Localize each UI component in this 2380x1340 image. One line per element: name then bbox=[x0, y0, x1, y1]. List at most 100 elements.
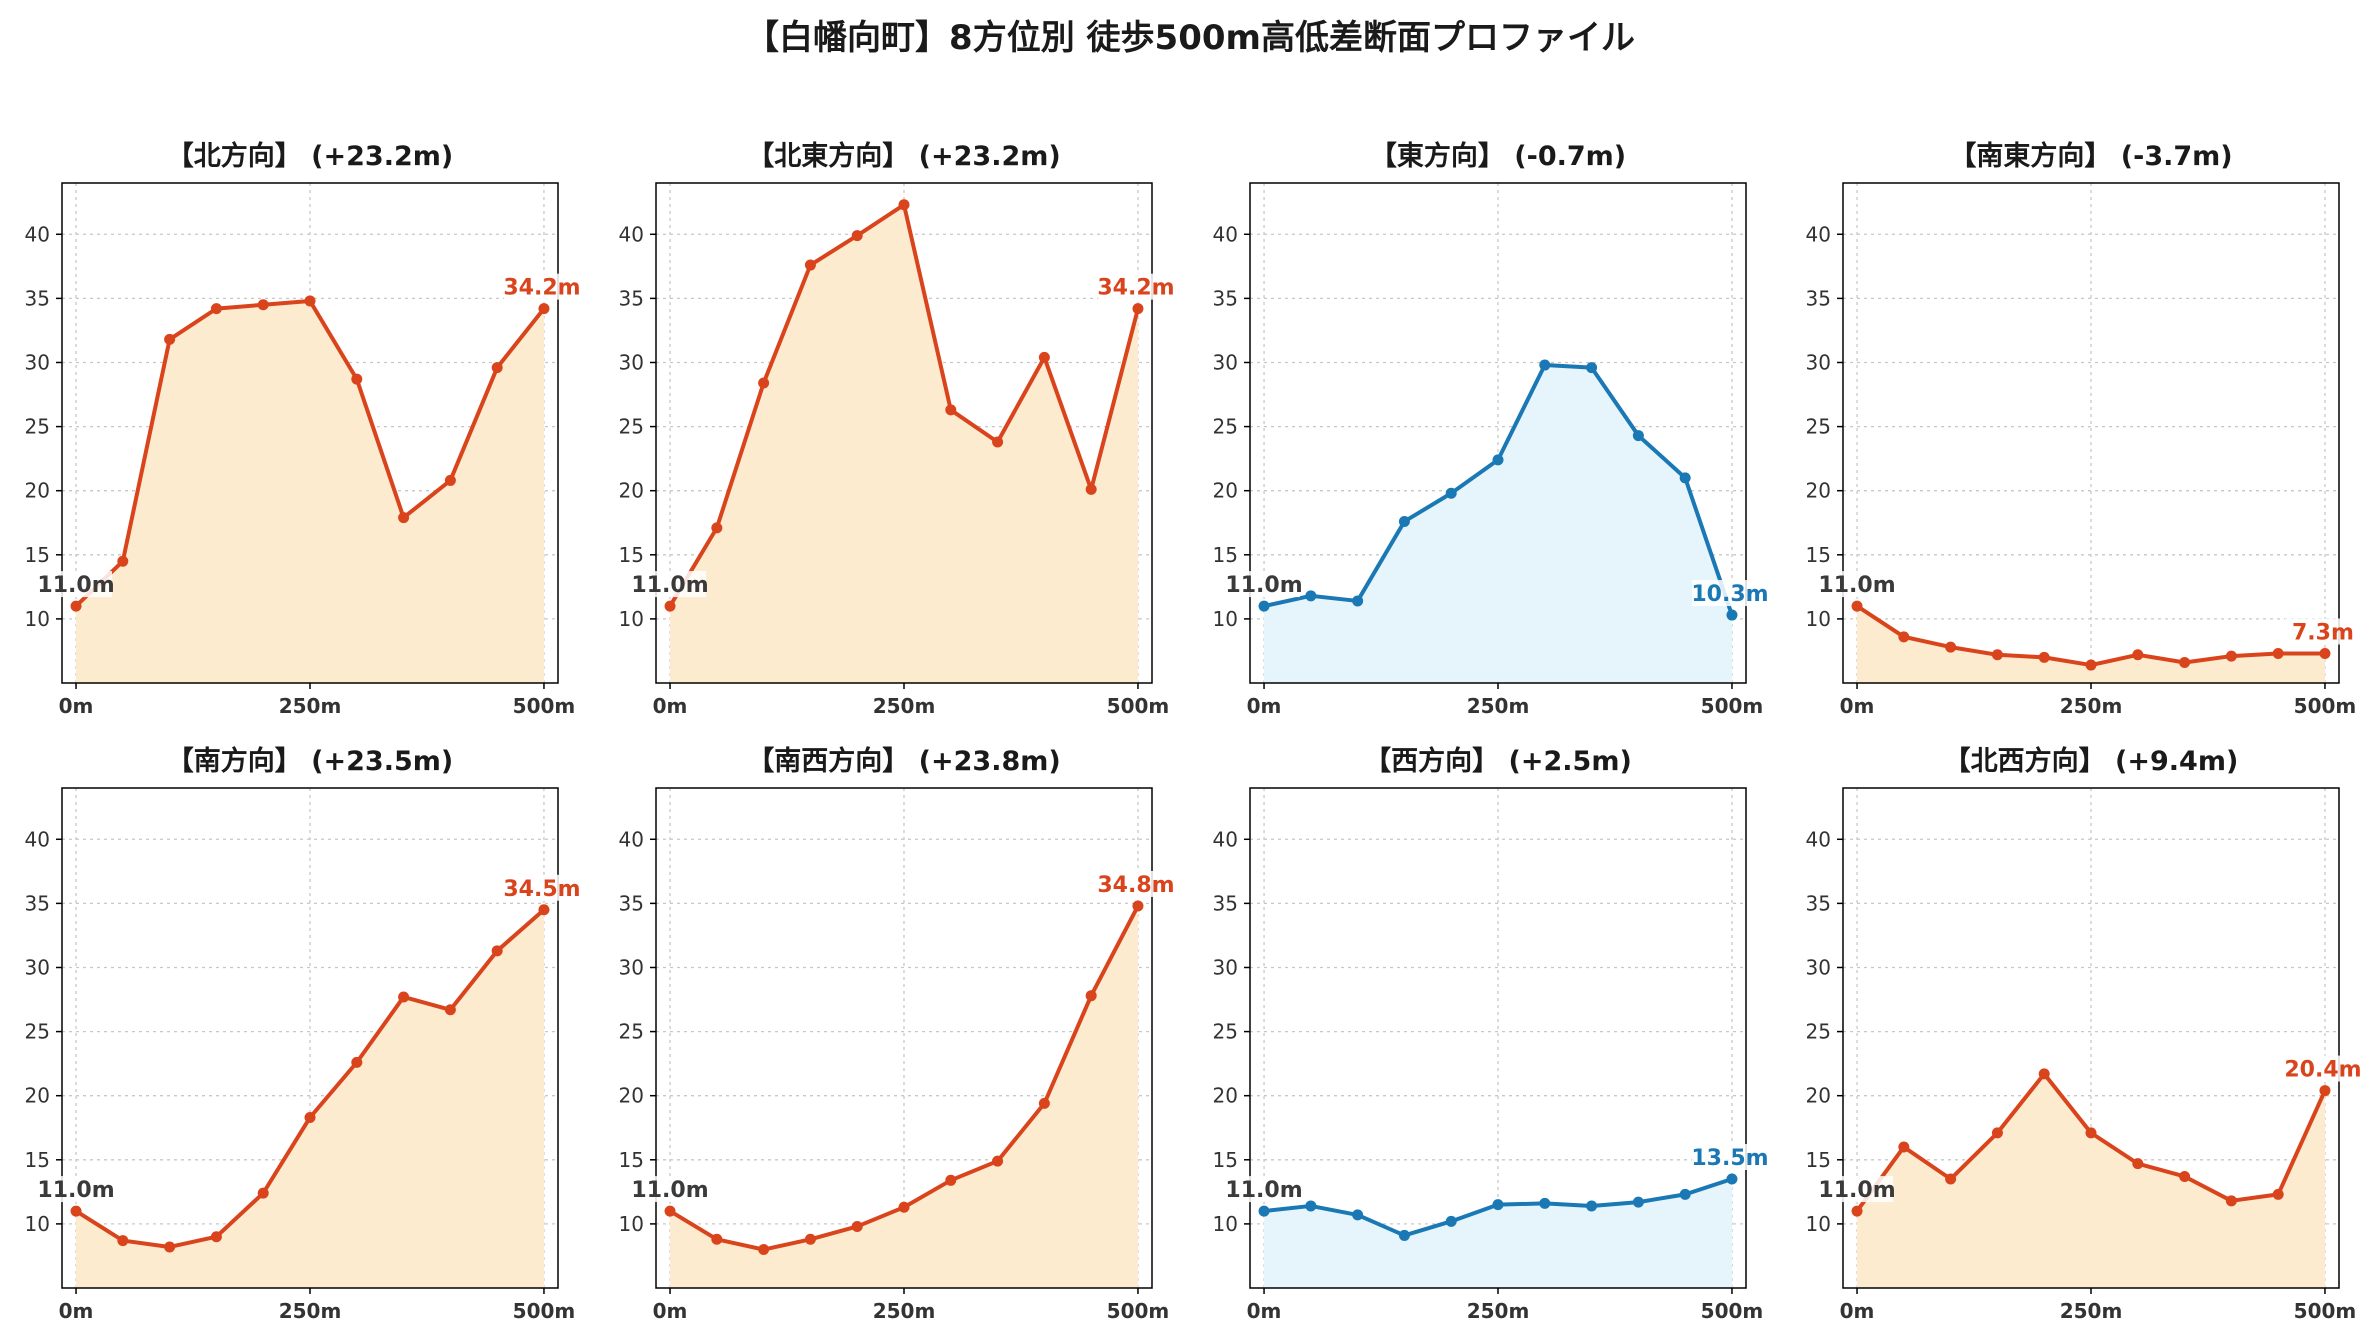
chart-panel-6: 【南西方向】 (+23.8m) 10 15 20 25 30 35 40 0m 250m 500m 1… bbox=[619, 745, 1175, 1323]
elevation-area bbox=[1857, 1073, 2325, 1288]
data-point bbox=[2225, 650, 2237, 662]
data-point bbox=[992, 1155, 1004, 1167]
x-tick-label: 250m bbox=[1467, 694, 1530, 718]
x-tick-label: 250m bbox=[873, 1299, 936, 1323]
data-point bbox=[1132, 900, 1144, 912]
x-tick-label: 250m bbox=[2060, 1299, 2123, 1323]
y-tick-label: 20 bbox=[1806, 1084, 1831, 1108]
data-point bbox=[1539, 1197, 1551, 1209]
data-point bbox=[664, 1205, 676, 1217]
data-point bbox=[398, 991, 410, 1003]
data-point bbox=[2179, 1170, 2191, 1182]
data-point bbox=[117, 555, 129, 567]
y-tick-label: 10 bbox=[1806, 1212, 1831, 1236]
y-tick-label: 35 bbox=[1806, 891, 1831, 915]
y-tick-label: 40 bbox=[1806, 827, 1831, 851]
y-tick-label: 30 bbox=[1806, 955, 1831, 979]
data-point bbox=[2038, 651, 2050, 663]
data-point bbox=[1492, 454, 1504, 466]
data-point bbox=[1398, 515, 1410, 527]
data-point bbox=[2179, 656, 2191, 668]
y-tick-label: 25 bbox=[25, 1020, 50, 1044]
data-point bbox=[1258, 600, 1270, 612]
x-tick-label: 500m bbox=[513, 694, 576, 718]
start-elevation-label: 11.0m bbox=[37, 573, 114, 598]
panel-title: 【南方向】 (+23.5m) bbox=[167, 745, 453, 777]
elevation-area bbox=[670, 204, 1138, 684]
x-tick-label: 0m bbox=[653, 1299, 688, 1323]
y-tick-label: 25 bbox=[1213, 1020, 1238, 1044]
y-tick-label: 10 bbox=[1806, 607, 1831, 631]
x-tick-label: 500m bbox=[1107, 1299, 1170, 1323]
data-point bbox=[851, 1220, 863, 1232]
x-tick-label: 500m bbox=[2294, 694, 2357, 718]
data-point bbox=[711, 522, 723, 534]
elevation-area bbox=[1857, 606, 2325, 683]
y-tick-label: 20 bbox=[1806, 479, 1831, 503]
end-label-bg bbox=[503, 874, 580, 901]
x-tick-label: 500m bbox=[1701, 694, 1764, 718]
y-tick-label: 20 bbox=[25, 1084, 50, 1108]
chart-panel-7: 【西方向】 (+2.5m) 10 15 20 25 30 35 40 0m 250m 500m 11.… bbox=[1213, 745, 1769, 1323]
x-tick-label: 250m bbox=[279, 694, 342, 718]
y-tick-label: 25 bbox=[619, 415, 644, 439]
data-point bbox=[304, 1111, 316, 1123]
y-tick-label: 25 bbox=[619, 1020, 644, 1044]
y-tick-label: 15 bbox=[1213, 543, 1238, 567]
data-point bbox=[1398, 1229, 1410, 1241]
y-tick-label: 30 bbox=[1806, 350, 1831, 374]
panel-title: 【南西方向】 (+23.8m) bbox=[747, 745, 1060, 777]
data-point bbox=[444, 474, 456, 486]
elevation-area bbox=[1264, 1179, 1732, 1288]
x-tick-label: 250m bbox=[1467, 1299, 1530, 1323]
y-tick-label: 15 bbox=[25, 543, 50, 567]
start-elevation-label: 11.0m bbox=[1225, 573, 1302, 598]
data-point bbox=[1258, 1205, 1270, 1217]
data-point bbox=[351, 1056, 363, 1068]
end-elevation-label: 34.2m bbox=[1097, 276, 1174, 301]
data-point bbox=[491, 945, 503, 957]
data-point bbox=[1132, 303, 1144, 315]
chart-panel-4: 【南東方向】 (-3.7m) 10 15 20 25 30 35 40 0m 250m 500m 11… bbox=[1806, 140, 2361, 718]
y-tick-label: 15 bbox=[619, 543, 644, 567]
x-tick-label: 0m bbox=[1840, 694, 1875, 718]
data-point bbox=[1991, 1127, 2003, 1139]
end-elevation-label: 34.5m bbox=[503, 877, 580, 902]
data-point bbox=[2132, 649, 2144, 661]
start-label-bg bbox=[1228, 1176, 1301, 1203]
y-tick-label: 15 bbox=[1213, 1148, 1238, 1172]
start-elevation-label: 11.0m bbox=[37, 1178, 114, 1203]
data-point bbox=[1726, 1173, 1738, 1185]
data-point bbox=[117, 1235, 129, 1247]
end-label-bg bbox=[2284, 1055, 2361, 1082]
y-tick-label: 15 bbox=[25, 1148, 50, 1172]
plot-frame bbox=[1842, 182, 2340, 684]
data-point bbox=[1632, 1196, 1644, 1208]
chart-panel-3: 【東方向】 (-0.7m) 10 15 20 25 30 35 40 0m 250m 500m 11.… bbox=[1213, 140, 1769, 718]
data-point bbox=[804, 1233, 816, 1245]
x-tick-label: 500m bbox=[1107, 694, 1170, 718]
y-tick-label: 30 bbox=[25, 955, 50, 979]
end-elevation-label: 10.3m bbox=[1691, 582, 1768, 607]
y-tick-label: 40 bbox=[1213, 222, 1238, 246]
y-tick-label: 40 bbox=[25, 827, 50, 851]
x-tick-label: 500m bbox=[513, 1299, 576, 1323]
start-elevation-label: 11.0m bbox=[1225, 1178, 1302, 1203]
data-point bbox=[2132, 1158, 2144, 1170]
end-elevation-label: 7.3m bbox=[2292, 621, 2354, 646]
chart-panel-2: 【北東方向】 (+23.2m) 10 15 20 25 30 35 40 0m 250m 500m 1… bbox=[619, 140, 1175, 718]
data-point bbox=[1352, 595, 1364, 607]
start-elevation-label: 11.0m bbox=[631, 1178, 708, 1203]
data-point bbox=[1085, 990, 1097, 1002]
data-point bbox=[1851, 600, 1863, 612]
panel-title: 【東方向】 (-0.7m) bbox=[1370, 140, 1626, 172]
data-point bbox=[1492, 1199, 1504, 1211]
data-point bbox=[257, 299, 269, 311]
y-tick-label: 15 bbox=[1806, 543, 1831, 567]
end-elevation-label: 34.8m bbox=[1097, 873, 1174, 898]
data-point bbox=[1945, 641, 1957, 653]
data-point bbox=[758, 377, 770, 389]
data-point bbox=[1898, 631, 1910, 643]
panel-title: 【西方向】 (+2.5m) bbox=[1364, 745, 1632, 777]
panel-title: 【北方向】 (+23.2m) bbox=[167, 140, 453, 172]
